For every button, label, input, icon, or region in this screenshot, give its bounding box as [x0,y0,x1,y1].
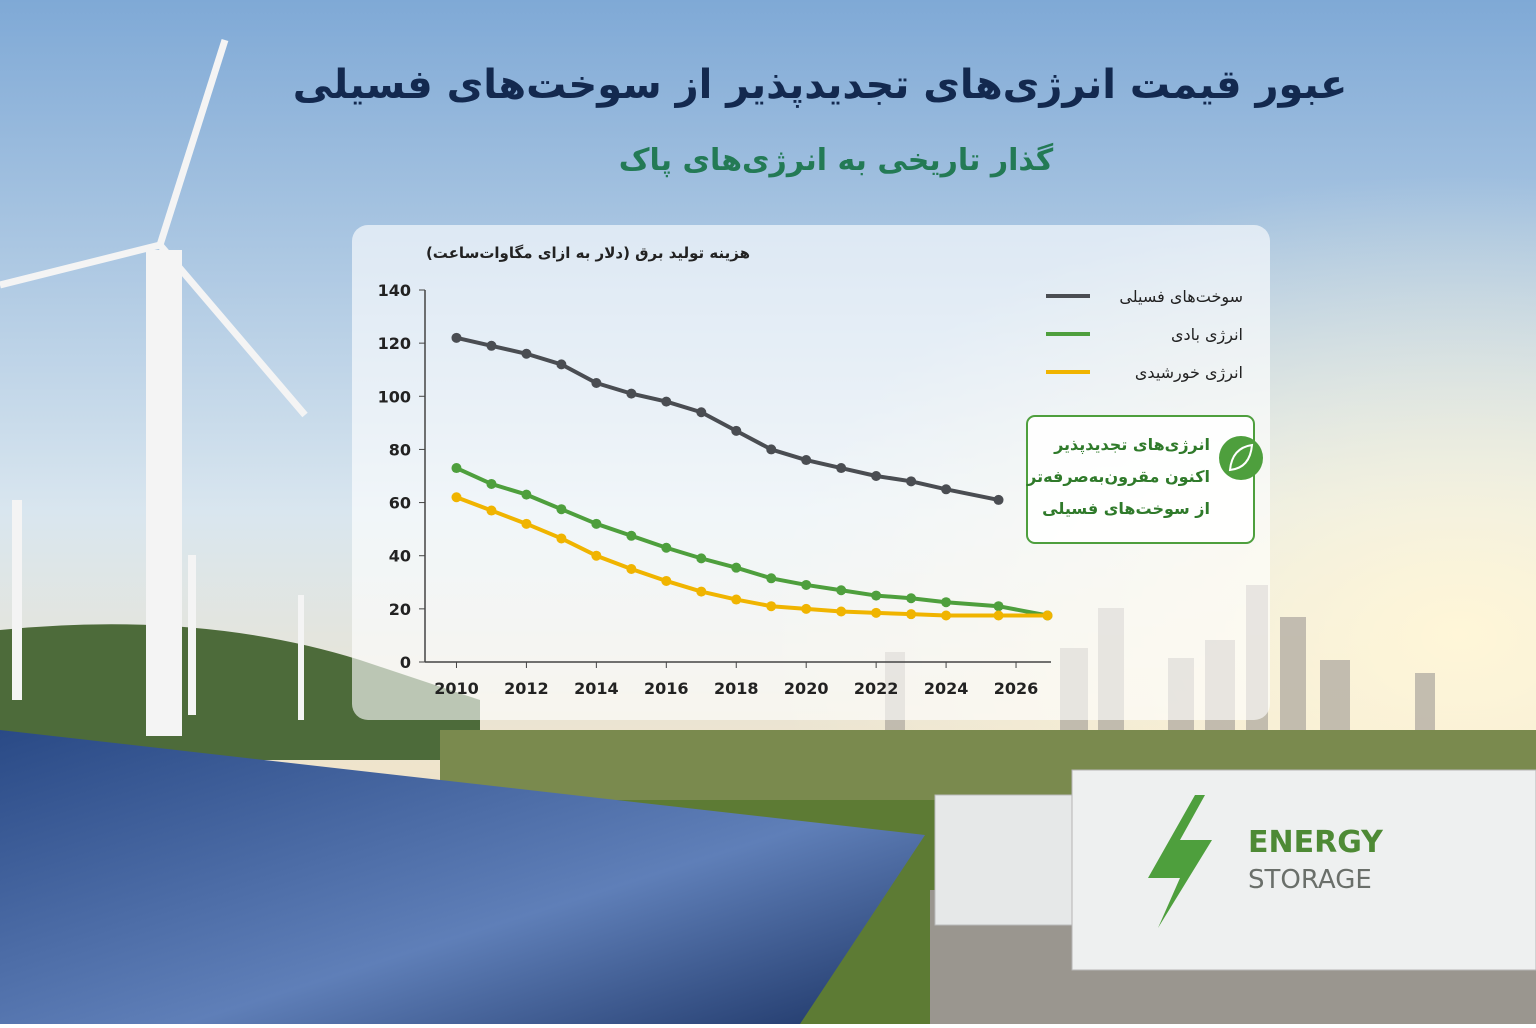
chart-panel [352,225,1270,720]
y-axis-label: هزینه تولید برق (دلار به ازای مگاوات‌ساع… [426,244,750,262]
x-tick-label: 2022 [854,679,899,698]
annotation-box [1026,415,1255,544]
data-point [871,471,882,481]
data-point [871,607,882,618]
data-point [801,603,812,614]
data-point [486,505,497,516]
y-tick-label: 80 [389,440,411,459]
container-label: STORAGE [1248,865,1372,895]
storage-containers [934,769,1536,971]
x-tick-label: 2010 [434,679,479,698]
annotation-text: انرژی‌های تجدیدپذیر [1053,435,1210,455]
leaf-icon [1219,436,1263,480]
chart-subtitle: گذار تاریخی به انرژی‌های پاک [619,142,1054,178]
data-point [766,444,777,455]
data-point [521,489,532,500]
data-point [766,573,777,584]
data-point [556,359,567,370]
data-point [626,388,637,399]
data-point [993,494,1004,505]
series-line [456,335,999,502]
hill [0,624,480,760]
data-point [836,606,847,617]
data-point [521,518,532,529]
container-label: ENERGY [1248,825,1384,860]
data-point [941,597,952,608]
data-point [451,492,462,503]
data-point [626,530,637,541]
x-tick-label: 2012 [504,679,549,698]
data-point [836,463,847,474]
legend-label: سوخت‌های فسیلی [1119,287,1243,307]
legend-label: انرژی خورشیدی [1135,363,1243,383]
data-point [836,585,847,596]
data-point [556,533,567,544]
y-tick-label: 0 [400,653,411,672]
data-point [661,542,672,553]
data-point [731,425,742,436]
data-point [661,575,672,586]
data-point [591,550,602,561]
legend-label: انرژی بادی [1171,325,1243,345]
data-point [766,601,777,612]
y-tick-label: 100 [378,387,411,406]
solar-panels [0,730,925,1024]
data-point [871,590,882,601]
data-point [626,564,637,574]
x-tick-label: 2018 [714,679,759,698]
data-point [486,478,497,489]
plot: 0 20 40 60 80 100 120 140 2010 2012 2014 2016 2018 20… [378,281,1243,698]
data-point [906,609,917,620]
data-point [521,348,532,359]
data-point [993,610,1004,621]
y-tick-label: 40 [389,547,411,566]
data-point [731,594,742,605]
data-point [941,610,952,621]
data-point [906,476,917,487]
data-point [591,378,602,388]
y-tick-label: 20 [389,600,411,619]
data-point [486,340,497,351]
data-point [696,586,707,597]
x-tick-label: 2014 [574,679,619,698]
data-point [451,332,462,343]
data-point [661,396,672,407]
data-point [993,601,1004,612]
x-tick-label: 2024 [924,679,969,698]
y-tick-label: 60 [389,494,411,513]
data-point [591,518,602,529]
data-point [731,562,742,573]
data-point [941,484,952,495]
data-point [906,593,917,604]
y-tick-label: 140 [378,281,411,300]
data-point [556,504,567,515]
chart-title: عبور قیمت انرژی‌های تجدیدپذیر از سوخت‌ها… [293,62,1348,108]
data-point [1042,610,1053,621]
leaf-icon [1228,443,1254,472]
data-point [696,553,707,564]
annotation-text: از سوخت‌های فسیلی [1042,499,1210,518]
data-point [801,455,812,466]
data-point [696,407,707,418]
x-tick-label: 2016 [644,679,689,698]
y-tick-label: 120 [378,334,411,353]
x-tick-label: 2026 [994,679,1039,698]
wind-turbines [0,38,308,736]
data-point [451,463,462,474]
data-point [801,579,812,590]
annotation-text: اکنون مقرون‌به‌صرفه‌تر [1026,467,1210,486]
x-tick-label: 2020 [784,679,829,698]
